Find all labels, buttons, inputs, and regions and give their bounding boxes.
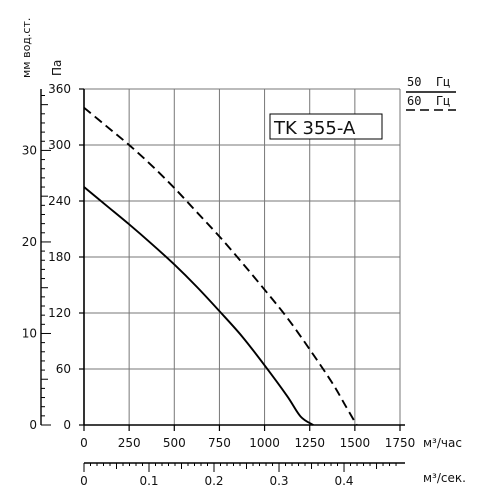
- x-secondary-tick-label-4: 0.4: [334, 474, 353, 488]
- curves: [83, 106, 358, 426]
- series-line-1: [83, 106, 358, 426]
- x-tick-label-4: 1000: [249, 436, 280, 450]
- y-tick-label-0: 0: [63, 418, 71, 432]
- x-secondary-tick-label-1: 0.1: [139, 474, 158, 488]
- y-unit-secondary: мм вод.ст.: [20, 18, 33, 78]
- y-secondary-tick-label-2: 20: [22, 235, 37, 249]
- axes: 0 250 500 750 1000 1250 1500 175006012018024030…: [22, 82, 416, 488]
- legend: 50 Гц 60 Гц: [406, 75, 456, 111]
- y-tick-label-5: 300: [48, 138, 71, 152]
- x-tick-label-7: 1750: [385, 436, 416, 450]
- x-secondary-tick-label-0: 0: [80, 474, 88, 488]
- legend-label-0: 50 Гц: [407, 75, 450, 89]
- series-line-0: [83, 186, 314, 426]
- y-tick-label-1: 60: [56, 362, 71, 376]
- legend-label-1: 60 Гц: [407, 94, 450, 108]
- x-tick-label-5: 1250: [294, 436, 325, 450]
- x-unit-secondary: м³/сек.: [423, 471, 466, 485]
- x-tick-label-3: 750: [208, 436, 231, 450]
- y-secondary-tick-label-0: 0: [29, 418, 37, 432]
- x-tick-label-0: 0: [80, 436, 88, 450]
- y-tick-label-6: 360: [48, 82, 71, 96]
- x-secondary-tick-label-2: 0.2: [204, 474, 223, 488]
- chart-title: TK 355-A: [273, 118, 356, 139]
- y-tick-label-3: 180: [48, 250, 71, 264]
- x-secondary-tick-label-3: 0.3: [269, 474, 288, 488]
- title-box: TK 355-A: [269, 113, 383, 140]
- y-secondary-tick-label-3: 30: [22, 143, 37, 157]
- x-unit-primary: м³/час: [423, 436, 462, 450]
- x-tick-label-6: 1500: [340, 436, 371, 450]
- y-unit-primary: Па: [50, 60, 64, 76]
- y-secondary-tick-label-1: 10: [22, 326, 37, 340]
- grid: [83, 88, 401, 426]
- x-tick-label-1: 250: [118, 436, 141, 450]
- x-tick-label-2: 500: [163, 436, 186, 450]
- y-tick-label-2: 120: [48, 306, 71, 320]
- title-box-frame: [269, 113, 383, 140]
- y-tick-label-4: 240: [48, 194, 71, 208]
